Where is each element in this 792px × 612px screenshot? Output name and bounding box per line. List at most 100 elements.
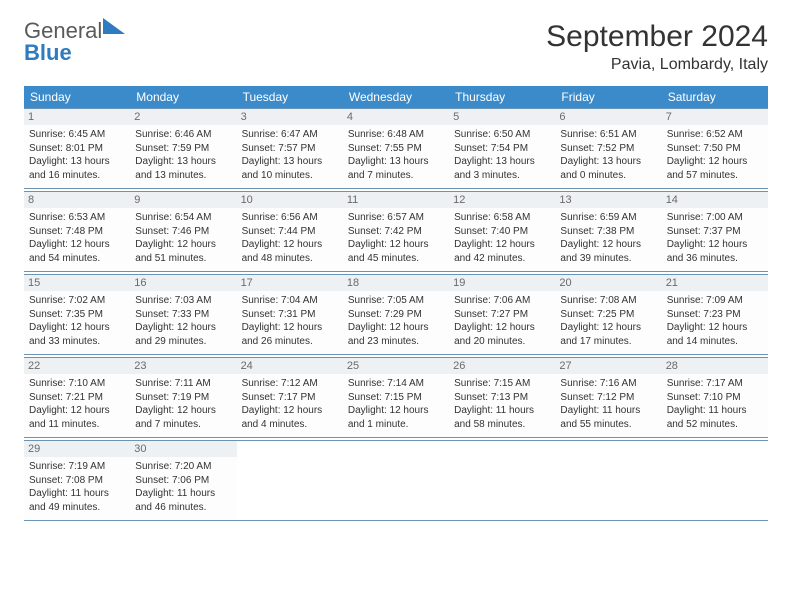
daylight-line: Daylight: 12 hours and 14 minutes. <box>667 321 763 348</box>
sunset-line: Sunset: 7:37 PM <box>667 225 763 239</box>
sunrise-line: Sunrise: 6:51 AM <box>560 128 656 142</box>
calendar-cell: 13Sunrise: 6:59 AMSunset: 7:38 PMDayligh… <box>555 192 661 271</box>
day-number: 6 <box>555 109 661 125</box>
sunrise-line: Sunrise: 7:19 AM <box>29 460 125 474</box>
sunrise-line: Sunrise: 6:58 AM <box>454 211 550 225</box>
daylight-line: Daylight: 12 hours and 17 minutes. <box>560 321 656 348</box>
calendar-cell: 18 Sunrise: 7:05 AMSunset: 7:29 PMDayligh… <box>343 275 449 354</box>
day-number: 21 <box>662 275 768 291</box>
day-header-row: SundayMondayTuesdayWednesdayThursdayFrid… <box>24 86 768 108</box>
sunset-line: Sunset: 7:19 PM <box>135 391 231 405</box>
triangle-icon <box>103 18 125 34</box>
calendar-cell: 20 Sunrise: 7:08 AMSunset: 7:25 PMDayligh… <box>555 275 661 354</box>
calendar-cell: 21Sunrise: 7:09 AMSunset: 7:23 PMDayligh… <box>662 275 768 354</box>
day-number: 11 <box>343 192 449 208</box>
calendar-cell: 22Sunrise: 7:10 AMSunset: 7:21 PMDayligh… <box>24 358 130 437</box>
daylight-line: Daylight: 12 hours and 36 minutes. <box>667 238 763 265</box>
day-header: Saturday <box>662 86 768 108</box>
logo-text: General Blue <box>24 20 125 64</box>
sunset-line: Sunset: 7:54 PM <box>454 142 550 156</box>
day-number: 4 <box>343 109 449 125</box>
sunset-line: Sunset: 7:57 PM <box>242 142 338 156</box>
day-number: 10 <box>237 192 343 208</box>
calendar-cell <box>237 441 343 520</box>
daylight-line: Daylight: 12 hours and 54 minutes. <box>29 238 125 265</box>
title-block: September 2024 Pavia, Lombardy, Italy <box>546 20 768 74</box>
sunset-line: Sunset: 7:35 PM <box>29 308 125 322</box>
calendar-cell: 2Sunrise: 6:46 AMSunset: 7:59 PMDaylight… <box>130 109 236 188</box>
week-row: 8Sunrise: 6:53 AMSunset: 7:48 PMDaylight… <box>24 191 768 272</box>
sunset-line: Sunset: 7:21 PM <box>29 391 125 405</box>
daylight-line: Daylight: 12 hours and 23 minutes. <box>348 321 444 348</box>
sunrise-line: Sunrise: 7:06 AM <box>454 294 550 308</box>
sunset-line: Sunset: 7:10 PM <box>667 391 763 405</box>
day-header: Sunday <box>24 86 130 108</box>
logo-word2: Blue <box>24 40 72 65</box>
day-number: 5 <box>449 109 555 125</box>
calendar-cell: 8Sunrise: 6:53 AMSunset: 7:48 PMDaylight… <box>24 192 130 271</box>
sunrise-line: Sunrise: 7:10 AM <box>29 377 125 391</box>
calendar-cell: 23Sunrise: 7:11 AMSunset: 7:19 PMDayligh… <box>130 358 236 437</box>
day-number: 30 <box>130 441 236 457</box>
daylight-line: Daylight: 11 hours and 58 minutes. <box>454 404 550 431</box>
sunset-line: Sunset: 7:13 PM <box>454 391 550 405</box>
sunrise-line: Sunrise: 7:20 AM <box>135 460 231 474</box>
day-number: 13 <box>555 192 661 208</box>
calendar-cell: 16Sunrise: 7:03 AMSunset: 7:33 PMDayligh… <box>130 275 236 354</box>
sunrise-line: Sunrise: 6:54 AM <box>135 211 231 225</box>
day-number: 26 <box>449 358 555 374</box>
sunrise-line: Sunrise: 7:02 AM <box>29 294 125 308</box>
week-row: 22 Sunrise: 7:10 AMSunset: 7:21 PM Dayligh… <box>24 357 768 438</box>
week-row: 29Sunrise: 7:19 AMSunset: 7:08 PMDayligh… <box>24 440 768 521</box>
sunset-line: Sunset: 7:44 PM <box>242 225 338 239</box>
daylight-line: Daylight: 12 hours and 57 minutes. <box>667 155 763 182</box>
calendar-cell: 27Sunrise: 7:16 AMSunset: 7:12 PMDayligh… <box>555 358 661 437</box>
sunrise-line: Sunrise: 7:08 AM <box>560 294 656 308</box>
sunrise-line: Sunrise: 7:16 AM <box>560 377 656 391</box>
sunset-line: Sunset: 7:25 PM <box>560 308 656 322</box>
sunset-line: Sunset: 7:08 PM <box>29 474 125 488</box>
calendar-cell: 3Sunrise: 6:47 AMSunset: 7:57 PMDaylight… <box>237 109 343 188</box>
day-number: 28 <box>662 358 768 374</box>
calendar-cell: 5Sunrise: 6:50 AMSunset: 7:54 PMDaylight… <box>449 109 555 188</box>
sunrise-line: Sunrise: 7:03 AM <box>135 294 231 308</box>
calendar-cell: 9Sunrise: 6:54 AMSunset: 7:46 PMDaylight… <box>130 192 236 271</box>
daylight-line: Daylight: 13 hours and 16 minutes. <box>29 155 125 182</box>
sunset-line: Sunset: 7:29 PM <box>348 308 444 322</box>
day-number: 17 <box>237 275 343 291</box>
sunset-line: Sunset: 7:38 PM <box>560 225 656 239</box>
calendar-cell: 6Sunrise: 6:51 AMSunset: 7:52 PMDaylight… <box>555 109 661 188</box>
sunrise-line: Sunrise: 6:46 AM <box>135 128 231 142</box>
week-row: 15Sunrise: 7:02 AMSunset: 7:35 PMDayligh… <box>24 274 768 355</box>
day-number: 20 <box>555 275 661 291</box>
sunrise-line: Sunrise: 6:56 AM <box>242 211 338 225</box>
daylight-line: Daylight: 12 hours and 33 minutes. <box>29 321 125 348</box>
day-number: 18 <box>343 275 449 291</box>
day-number: 3 <box>237 109 343 125</box>
calendar-cell: 29Sunrise: 7:19 AMSunset: 7:08 PMDayligh… <box>24 441 130 520</box>
daylight-line: Daylight: 12 hours and 39 minutes. <box>560 238 656 265</box>
sunrise-line: Sunrise: 6:57 AM <box>348 211 444 225</box>
day-header: Monday <box>130 86 236 108</box>
sunset-line: Sunset: 7:40 PM <box>454 225 550 239</box>
sunset-line: Sunset: 7:50 PM <box>667 142 763 156</box>
sunrise-line: Sunrise: 7:04 AM <box>242 294 338 308</box>
sunrise-line: Sunrise: 7:05 AM <box>348 294 444 308</box>
day-header: Thursday <box>449 86 555 108</box>
calendar-cell: 17Sunrise: 7:04 AMSunset: 7:31 PMDayligh… <box>237 275 343 354</box>
weeks-container: 1Sunrise: 6:45 AMSunset: 8:01 PMDaylight… <box>24 108 768 521</box>
sunrise-line: Sunrise: 7:17 AM <box>667 377 763 391</box>
sunrise-line: Sunrise: 7:15 AM <box>454 377 550 391</box>
day-number: 22 <box>24 358 130 374</box>
calendar-cell: 7Sunrise: 6:52 AMSunset: 7:50 PMDaylight… <box>662 109 768 188</box>
sunset-line: Sunset: 7:31 PM <box>242 308 338 322</box>
day-number: 12 <box>449 192 555 208</box>
calendar-cell: 19Sunrise: 7:06 AMSunset: 7:27 PMDayligh… <box>449 275 555 354</box>
day-number: 29 <box>24 441 130 457</box>
sunset-line: Sunset: 7:12 PM <box>560 391 656 405</box>
sunset-line: Sunset: 7:48 PM <box>29 225 125 239</box>
calendar-cell: 11Sunrise: 6:57 AMSunset: 7:42 PMDayligh… <box>343 192 449 271</box>
sunset-line: Sunset: 7:15 PM <box>348 391 444 405</box>
calendar-cell: 26 Sunrise: 7:15 AMSunset: 7:13 PMDayligh… <box>449 358 555 437</box>
calendar-cell <box>555 441 661 520</box>
